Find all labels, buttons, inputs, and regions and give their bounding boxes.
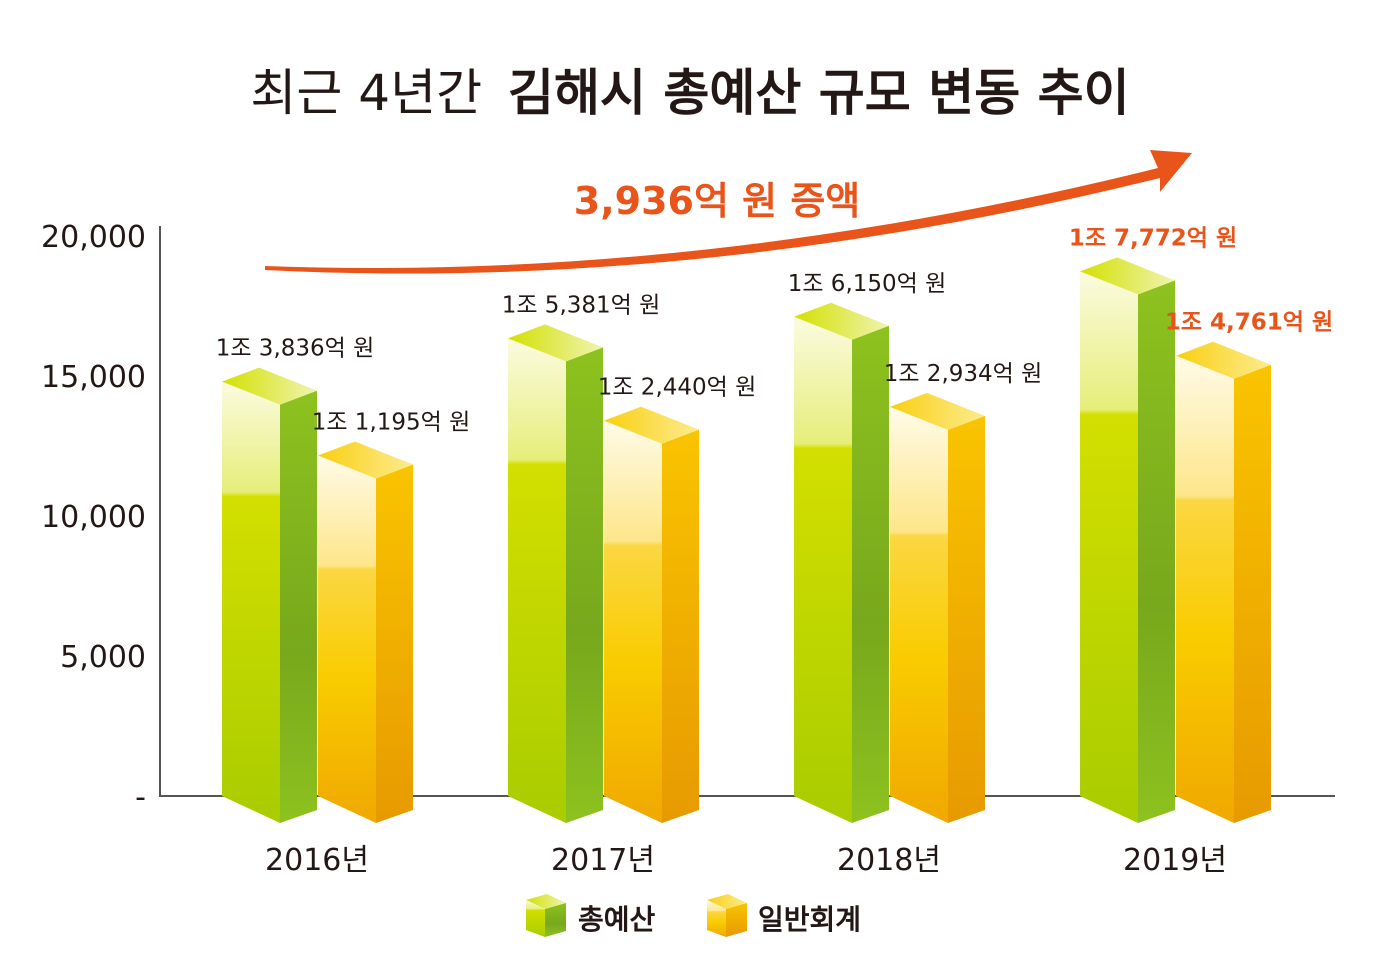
data-label: 1조 1,195억 원 — [312, 410, 471, 436]
legend-label-general: 일반회계 — [758, 903, 861, 936]
bar-side — [280, 390, 317, 823]
bar-general-2019년 — [1176, 341, 1271, 823]
bar-top — [318, 441, 413, 479]
y-tick-label: 15,000 — [41, 360, 146, 395]
data-label: 1조 2,440억 원 — [598, 375, 757, 401]
y-tick-label: 20,000 — [41, 220, 146, 255]
bar-top — [890, 392, 985, 430]
bar-total-2018년 — [794, 302, 889, 823]
bar-general-2017년 — [604, 406, 699, 823]
x-tick-label: 2016년 — [265, 843, 369, 878]
bar-front — [1080, 271, 1138, 823]
bar-top — [604, 406, 699, 444]
legend: 총예산 일반회계 — [526, 894, 861, 937]
data-label: 1조 5,381억 원 — [502, 292, 661, 318]
bar-top — [1176, 341, 1271, 379]
bar-side — [662, 429, 699, 823]
bar-front — [794, 316, 852, 823]
legend-item-total: 총예산 — [526, 894, 656, 937]
bar-top — [794, 302, 889, 340]
bar-top — [222, 367, 317, 405]
bar-front — [890, 406, 948, 823]
bar-top — [1080, 257, 1175, 295]
x-tick-label: 2019년 — [1123, 843, 1227, 878]
bar-total-2016년 — [222, 367, 317, 823]
bar-front — [318, 455, 376, 823]
legend-item-general: 일반회계 — [707, 894, 861, 937]
title-light: 최근 4년간 — [250, 64, 482, 122]
bar-side — [376, 464, 413, 823]
y-tick-label: - — [135, 780, 146, 815]
bar-side — [852, 325, 889, 823]
bar-front — [508, 338, 566, 823]
increase-arrow — [265, 150, 1192, 274]
y-tick-label: 5,000 — [60, 640, 146, 675]
x-tick-label: 2018년 — [837, 843, 941, 878]
bar-side — [566, 347, 603, 823]
bar-side — [1234, 364, 1271, 823]
bar-total-2017년 — [508, 324, 603, 823]
data-label: 1조 2,934억 원 — [884, 361, 1043, 387]
title-bold: 김해시 총예산 규모 변동 추이 — [508, 64, 1130, 122]
bar-side — [1138, 280, 1175, 823]
data-label: 1조 7,772억 원 — [1069, 225, 1237, 251]
y-tick-label: 10,000 — [41, 500, 146, 535]
bar-front — [222, 381, 280, 823]
chart-title: 최근 4년간 김해시 총예산 규모 변동 추이 — [250, 64, 1129, 122]
bar-front — [1176, 355, 1234, 823]
x-tick-label: 2017년 — [551, 843, 655, 878]
data-label: 1조 3,836억 원 — [216, 336, 375, 362]
data-label: 1조 4,761억 원 — [1165, 310, 1333, 336]
bar-side — [948, 415, 985, 823]
bar-general-2016년 — [318, 441, 413, 823]
bar-general-2018년 — [890, 392, 985, 823]
bar-top — [508, 324, 603, 362]
data-label: 1조 6,150억 원 — [788, 271, 947, 297]
bar-total-2019년 — [1080, 257, 1175, 823]
increase-annotation: 3,936억 원 증액 — [574, 179, 861, 223]
legend-label-total: 총예산 — [578, 903, 656, 936]
bar-front — [604, 420, 662, 823]
